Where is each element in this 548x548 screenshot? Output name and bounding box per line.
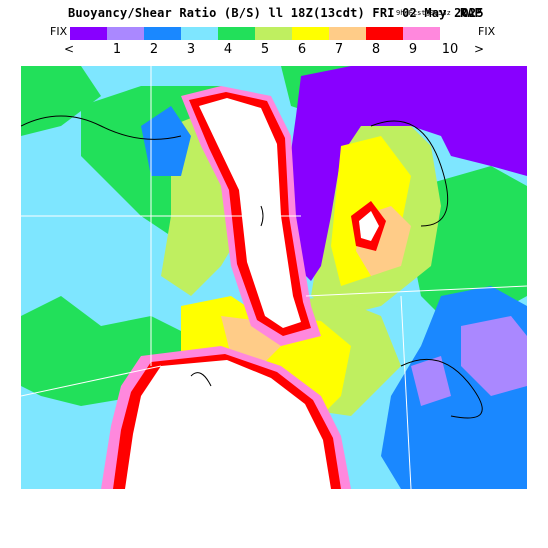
- legend-swatch-2: [107, 27, 144, 40]
- model-label: RAP: [460, 6, 482, 20]
- fix-right-label[interactable]: FIX: [478, 25, 496, 38]
- legend-tick-5: 5: [260, 42, 270, 57]
- legend-swatch-5: [218, 27, 255, 40]
- map-title: Buoyancy/Shear Ratio (B/S) ll 18Z(13cdt)…: [68, 6, 484, 20]
- legend-swatch-1: [70, 27, 107, 40]
- color-legend-bar: [70, 27, 440, 40]
- legend-swatch-6: [255, 27, 292, 40]
- legend-tick-10: 10: [441, 42, 459, 57]
- legend-swatch-3: [144, 27, 181, 40]
- next-arrow-icon[interactable]: >: [474, 42, 485, 56]
- legend-tick-4: 4: [223, 42, 233, 57]
- fix-left-label[interactable]: FIX: [50, 25, 68, 38]
- legend-tick-2: 2: [149, 42, 159, 57]
- map-title-bar: Buoyancy/Shear Ratio (B/S) ll 18Z(13cdt)…: [0, 6, 548, 22]
- legend-tick-1: 1: [112, 42, 122, 57]
- forecast-map: [21, 66, 527, 489]
- legend-swatch-10: [403, 27, 440, 40]
- legend-tick-8: 8: [371, 42, 381, 57]
- lake-michigan: [286, 66, 527, 281]
- legend-tick-6: 6: [297, 42, 307, 57]
- ratio-2-zone: [411, 316, 527, 406]
- previous-arrow-icon[interactable]: <: [64, 42, 75, 56]
- contour-lines: [21, 115, 483, 419]
- ratio-above-10-zone: [125, 98, 379, 489]
- legend-swatch-9: [366, 27, 403, 40]
- legend-tick-7: 7: [334, 42, 344, 57]
- legend-swatch-4: [181, 27, 218, 40]
- legend-swatch-8: [329, 27, 366, 40]
- legend-tick-3: 3: [186, 42, 196, 57]
- legend-tick-9: 9: [408, 42, 418, 57]
- forecast-hour-label: 9hrFcst@0953z: [396, 9, 451, 17]
- legend-swatch-7: [292, 27, 329, 40]
- state-boundaries: [21, 66, 527, 489]
